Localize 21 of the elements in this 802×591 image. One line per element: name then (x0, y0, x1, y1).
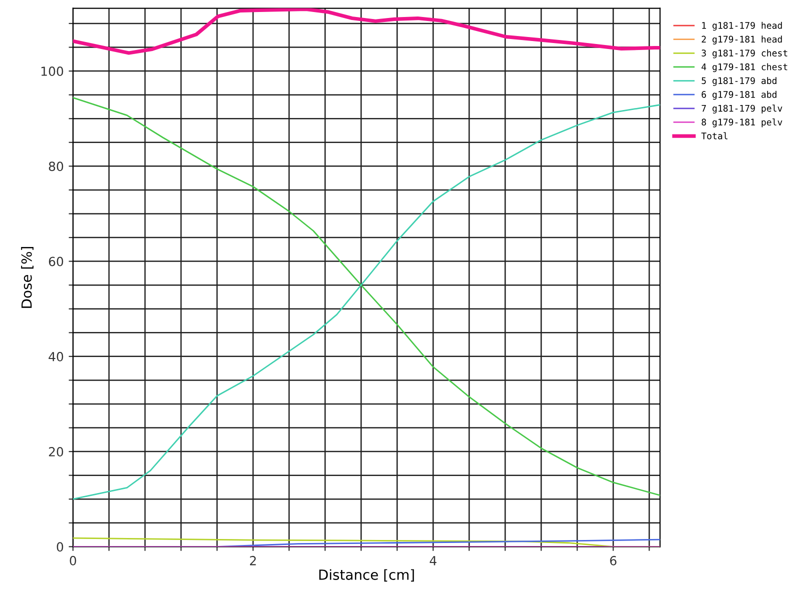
legend-label: 6 g179-181 abd (702, 90, 776, 100)
legend-label: 1 g181-179 head (702, 22, 782, 31)
y-tick-label: 0 (56, 542, 64, 552)
y-tick-label: 80 (48, 162, 64, 172)
x-tick-label: 4 (430, 556, 436, 566)
legend-label: 8 g179-181 pelv (702, 118, 782, 128)
y-axis-title: Dose [%] (21, 246, 34, 308)
y-tick-label: 60 (48, 256, 64, 266)
x-tick-label: 0 (70, 556, 76, 566)
legend-label: 7 g181-179 pelv (702, 104, 782, 114)
legend-label: 5 g181-179 abd (702, 77, 776, 86)
y-tick-label: 20 (48, 447, 64, 456)
x-tick-label: 6 (610, 556, 616, 566)
legend-label: Total (701, 132, 728, 140)
x-tick-label: 2 (250, 556, 256, 566)
y-tick-label: 100 (41, 66, 64, 76)
legend-label: 2 g179-181 head (702, 36, 782, 44)
x-axis-title: Distance [cm] (319, 569, 414, 582)
y-tick-label: 40 (48, 352, 64, 362)
legend-label: 3 g181-179 chest (702, 49, 788, 58)
legend-label: 4 g179-181 chest (702, 63, 788, 72)
